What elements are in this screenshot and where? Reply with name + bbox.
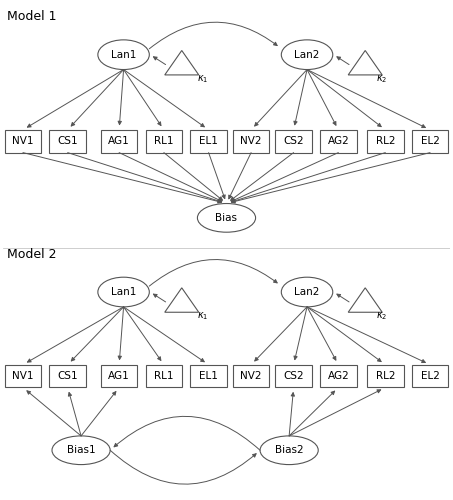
Text: Lan1: Lan1: [111, 50, 136, 59]
Text: EL1: EL1: [199, 371, 218, 381]
Text: Lan2: Lan2: [294, 50, 320, 59]
Text: AG2: AG2: [328, 136, 349, 146]
Text: $\kappa_2$: $\kappa_2$: [376, 310, 388, 322]
Text: NV2: NV2: [241, 136, 262, 146]
Text: Model 2: Model 2: [7, 248, 57, 260]
Text: NV1: NV1: [12, 136, 34, 146]
Text: $\kappa_1$: $\kappa_1$: [198, 310, 209, 322]
Text: EL2: EL2: [421, 136, 439, 146]
Text: Lan1: Lan1: [111, 287, 136, 297]
Text: CS1: CS1: [58, 136, 78, 146]
Text: RL1: RL1: [154, 371, 173, 381]
Text: EL1: EL1: [199, 136, 218, 146]
Text: EL2: EL2: [421, 371, 439, 381]
Text: RL1: RL1: [154, 136, 173, 146]
Text: Bias: Bias: [216, 213, 237, 223]
Text: Model 1: Model 1: [7, 10, 57, 23]
Text: CS2: CS2: [283, 136, 304, 146]
Text: $\kappa_1$: $\kappa_1$: [198, 73, 209, 85]
Text: Bias2: Bias2: [275, 446, 304, 456]
Text: Lan2: Lan2: [294, 287, 320, 297]
Text: RL2: RL2: [376, 136, 395, 146]
Text: CS2: CS2: [283, 371, 304, 381]
Text: AG1: AG1: [108, 136, 130, 146]
Text: AG2: AG2: [328, 371, 349, 381]
Text: NV1: NV1: [12, 371, 34, 381]
Text: AG1: AG1: [108, 371, 130, 381]
Text: $\kappa_2$: $\kappa_2$: [376, 73, 388, 85]
Text: CS1: CS1: [58, 371, 78, 381]
Text: RL2: RL2: [376, 371, 395, 381]
Text: Bias1: Bias1: [67, 446, 96, 456]
Text: NV2: NV2: [241, 371, 262, 381]
